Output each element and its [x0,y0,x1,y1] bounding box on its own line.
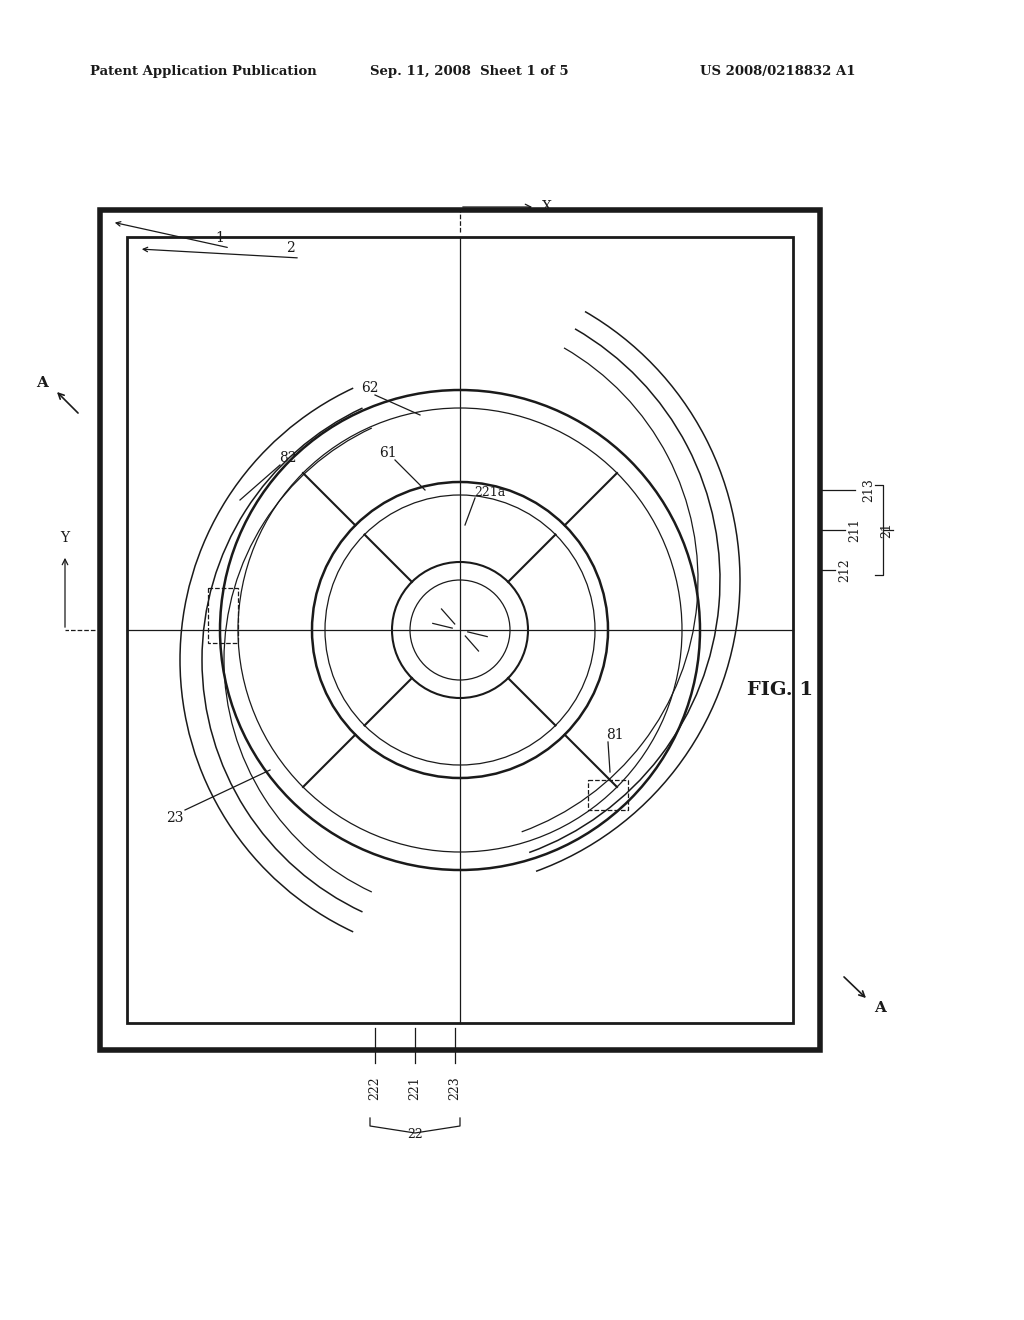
Text: 1: 1 [216,231,224,246]
Text: 212: 212 [838,558,851,582]
Text: 23: 23 [166,810,183,825]
Text: Patent Application Publication: Patent Application Publication [90,66,316,78]
Text: 222: 222 [369,1076,382,1100]
Text: 213: 213 [862,478,874,502]
Text: 223: 223 [449,1076,462,1100]
Text: X: X [542,201,552,214]
Text: 221a: 221a [474,487,506,499]
Bar [588,780,628,810]
Bar [208,587,238,643]
Text: 22: 22 [408,1129,423,1140]
Text: 2: 2 [286,242,294,255]
Text: A: A [874,1001,886,1015]
Text: 62: 62 [361,381,379,395]
Text: 221: 221 [409,1076,422,1100]
Text: 81: 81 [606,729,624,742]
Text: 21: 21 [880,523,893,539]
Bar [100,210,820,1049]
Text: 211: 211 [848,517,861,543]
Text: Y: Y [60,531,70,545]
Text: US 2008/0218832 A1: US 2008/0218832 A1 [700,66,855,78]
Text: Sep. 11, 2008  Sheet 1 of 5: Sep. 11, 2008 Sheet 1 of 5 [370,66,568,78]
Text: FIG. 1: FIG. 1 [746,681,813,700]
Bar [127,238,793,1023]
Text: 82: 82 [280,451,297,465]
Text: A: A [36,376,48,389]
Text: 61: 61 [379,446,397,459]
